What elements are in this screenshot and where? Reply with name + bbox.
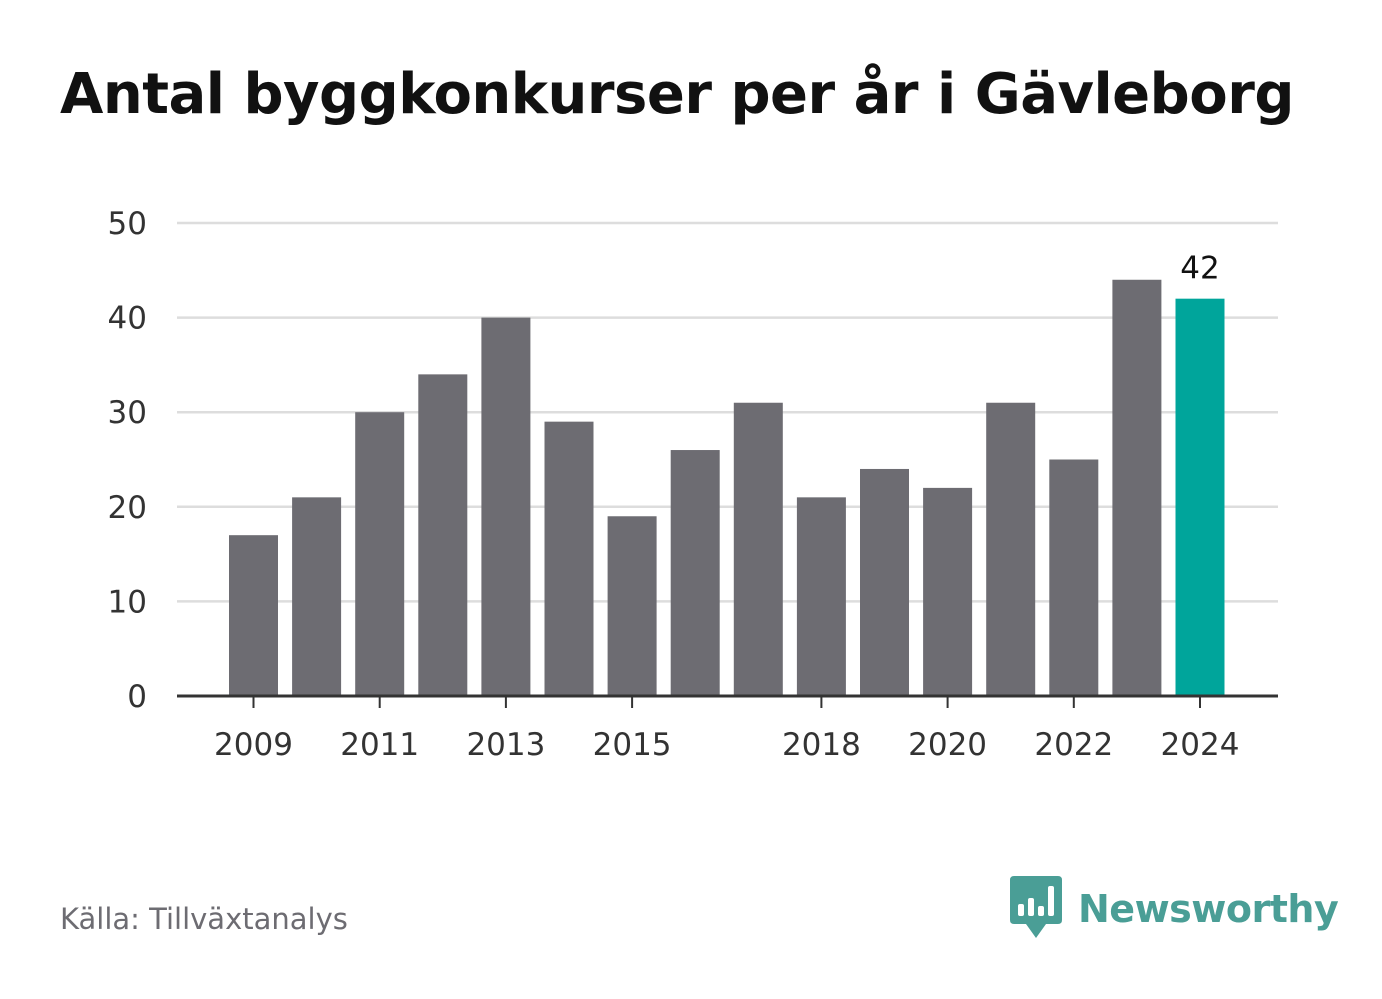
newsworthy-logo-icon bbox=[1010, 876, 1062, 938]
x-tick-label: 2013 bbox=[466, 727, 545, 763]
brand-name: Newsworthy bbox=[1078, 887, 1339, 931]
y-tick-label: 50 bbox=[108, 206, 147, 242]
y-tick-label: 40 bbox=[108, 301, 147, 337]
x-tick-label: 2018 bbox=[782, 727, 861, 763]
y-tick-label: 30 bbox=[108, 395, 147, 431]
bar-2014 bbox=[544, 421, 594, 696]
x-tick-label: 2022 bbox=[1034, 727, 1113, 763]
y-tick-label: 20 bbox=[108, 490, 147, 526]
bar-2010 bbox=[292, 497, 342, 696]
x-tick-label: 2009 bbox=[214, 727, 293, 763]
x-tick-label: 2020 bbox=[908, 727, 987, 763]
y-tick-label: 0 bbox=[127, 679, 147, 715]
bar-2019 bbox=[860, 468, 909, 696]
chart-title: Antal byggkonkurser per år i Gävleborg bbox=[60, 62, 1294, 127]
bar-2017 bbox=[733, 402, 783, 696]
bar-2024 bbox=[1175, 298, 1225, 696]
x-tick-label: 2024 bbox=[1161, 727, 1240, 763]
bar-2020 bbox=[923, 487, 973, 696]
bar-2012 bbox=[418, 374, 468, 696]
bar-2022 bbox=[1049, 459, 1099, 696]
bar-2013 bbox=[481, 317, 531, 696]
source-note: Källa: Tillväxtanalys bbox=[60, 902, 348, 936]
x-tick-label: 2015 bbox=[593, 727, 672, 763]
bar-2015 bbox=[607, 516, 657, 696]
y-axis-ticks: 0 10 20 30 40 50 bbox=[108, 206, 147, 715]
data-labels: 42 bbox=[1180, 251, 1219, 287]
data-label: 42 bbox=[1180, 251, 1219, 287]
bars bbox=[229, 279, 1225, 696]
bar-2021 bbox=[986, 402, 1036, 696]
brand: Newsworthy bbox=[1010, 876, 1339, 942]
bar-2016 bbox=[670, 450, 720, 696]
bar-2018 bbox=[796, 497, 846, 696]
y-tick-label: 10 bbox=[108, 584, 147, 620]
x-axis-ticks: 2009 2011 2013 2015 2018 2020 2022 2024 bbox=[214, 696, 1239, 763]
bar-2011 bbox=[355, 412, 405, 696]
x-tick-label: 2011 bbox=[340, 727, 419, 763]
bar-2023 bbox=[1112, 279, 1162, 696]
bar-2009 bbox=[229, 535, 278, 696]
